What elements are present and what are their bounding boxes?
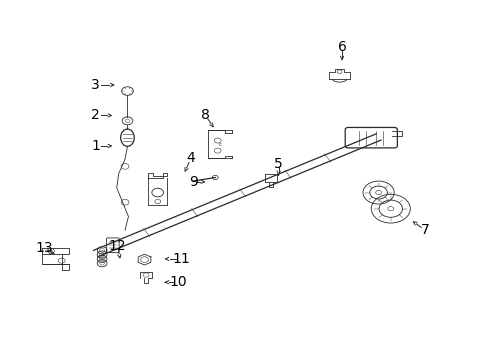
Text: c: c (218, 141, 221, 147)
Text: 12: 12 (109, 239, 126, 253)
Text: 5: 5 (274, 157, 283, 171)
Text: 3: 3 (91, 78, 100, 92)
Text: 7: 7 (420, 223, 428, 237)
Text: 2: 2 (91, 108, 100, 122)
Text: 13: 13 (36, 241, 53, 255)
Text: 11: 11 (172, 252, 190, 266)
Text: 4: 4 (186, 152, 195, 166)
Text: 8: 8 (201, 108, 209, 122)
Text: 10: 10 (169, 275, 187, 289)
Text: 6: 6 (337, 40, 346, 54)
Text: 9: 9 (188, 175, 197, 189)
Text: 1: 1 (91, 139, 100, 153)
